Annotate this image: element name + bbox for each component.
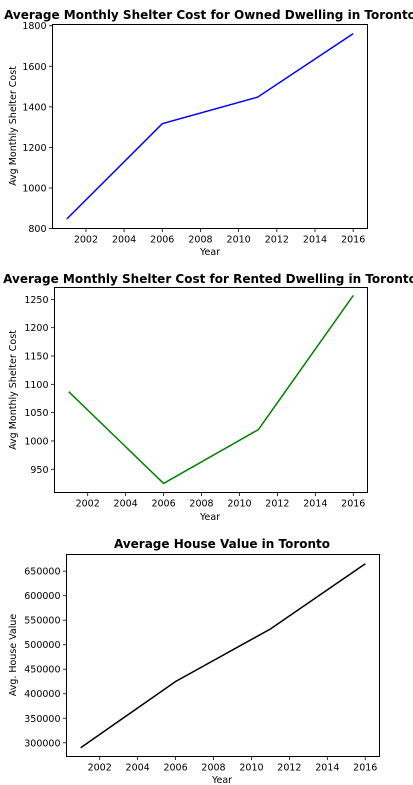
x-tick-label: 2002	[74, 235, 98, 246]
rented-shelter-cost-chart: Average Monthly Shelter Cost for Rented …	[3, 272, 413, 523]
x-axis-label: Year	[199, 247, 220, 258]
y-tick-label: 950	[30, 465, 48, 476]
y-tick-label: 1200	[24, 323, 48, 334]
chart-title: Average House Value in Toronto	[114, 537, 330, 551]
y-tick-label: 1050	[24, 408, 48, 419]
plot-area-frame	[54, 287, 368, 493]
series-line	[80, 563, 366, 749]
y-tick-label: 1100	[24, 380, 48, 391]
x-tick-label: 2008	[188, 235, 212, 246]
y-tick-label: 1000	[24, 436, 48, 447]
y-tick-label: 1800	[22, 21, 46, 32]
y-tick-label: 1600	[22, 62, 46, 73]
y-axis-label: Avg Monthly Shelter Cost	[8, 66, 19, 186]
y-tick-label: 300000	[24, 738, 60, 749]
y-axis-label: Avg. House Value	[8, 614, 19, 697]
x-tick-label: 2004	[114, 499, 138, 510]
y-tick-label: 550000	[24, 616, 60, 627]
x-tick-label: 2012	[265, 499, 289, 510]
house-value-chart: Average House Value in Toronto 2002 2004 2…	[8, 537, 380, 785]
y-tick-label: 450000	[24, 665, 60, 676]
x-tick-label: 2008	[189, 499, 213, 510]
x-tick-label: 2014	[315, 763, 339, 774]
chart-title: Average Monthly Shelter Cost for Owned D…	[4, 8, 413, 22]
owned-shelter-cost-chart: Average Monthly Shelter Cost for Owned D…	[4, 8, 413, 258]
y-axis-label: Avg Monthly Shelter Cost	[8, 330, 19, 450]
y-tick-label: 1400	[22, 102, 46, 113]
series-line	[66, 32, 354, 220]
y-tick-label: 1000	[22, 183, 46, 194]
x-tick-label: 2016	[341, 235, 365, 246]
x-tick-label: 2014	[303, 235, 327, 246]
y-tick-label: 1200	[22, 143, 46, 154]
plot-area-frame	[66, 554, 380, 757]
y-tick-label: 400000	[24, 689, 60, 700]
y-tick-label: 800	[28, 224, 46, 235]
chart-title: Average Monthly Shelter Cost for Rented …	[3, 272, 413, 286]
y-tick-label: 1150	[24, 352, 48, 363]
x-tick-label: 2002	[76, 499, 100, 510]
x-tick-label: 2004	[126, 763, 150, 774]
x-tick-label: 2006	[150, 235, 174, 246]
series-line	[68, 294, 354, 485]
x-tick-label: 2014	[303, 499, 327, 510]
y-tick-label: 1250	[24, 295, 48, 306]
x-tick-label: 2012	[277, 763, 301, 774]
x-axis-label: Year	[199, 512, 220, 523]
x-tick-label: 2016	[341, 499, 365, 510]
y-tick-label: 500000	[24, 640, 60, 651]
x-tick-label: 2010	[227, 235, 251, 246]
x-tick-label: 2006	[151, 499, 175, 510]
x-tick-label: 2010	[227, 499, 251, 510]
x-tick-label: 2016	[353, 763, 377, 774]
y-tick-label: 350000	[24, 714, 60, 725]
x-tick-label: 2006	[163, 763, 187, 774]
x-tick-label: 2004	[112, 235, 136, 246]
x-tick-label: 2012	[265, 235, 289, 246]
x-tick-label: 2010	[239, 763, 263, 774]
plot-area-frame	[52, 24, 368, 229]
x-tick-label: 2002	[88, 763, 112, 774]
x-axis-label: Year	[211, 775, 232, 785]
x-tick-label: 2008	[201, 763, 225, 774]
y-tick-label: 600000	[24, 591, 60, 602]
y-tick-label: 650000	[24, 567, 60, 578]
